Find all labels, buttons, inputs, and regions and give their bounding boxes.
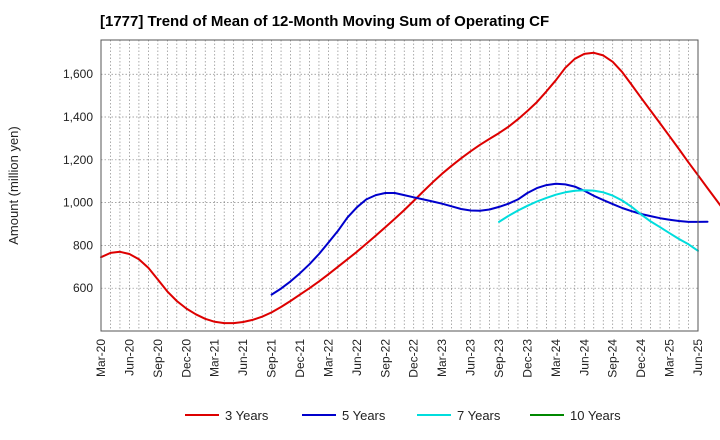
series-line-5-years <box>270 182 709 296</box>
x-tick-label: Jun-24 <box>577 339 591 376</box>
y-axis-label: Amount (million yen) <box>6 126 21 245</box>
x-tick-label: Mar-25 <box>663 339 677 377</box>
x-tick-label: Mar-20 <box>94 339 108 377</box>
legend: 3 Years 5 Years 7 Years 10 Years <box>185 408 621 423</box>
x-tick-label: Jun-22 <box>350 339 364 376</box>
plot-frame <box>100 39 699 332</box>
series-line-3-years <box>100 51 720 325</box>
legend-label: 7 Years <box>457 408 501 423</box>
x-tick-label: Dec-22 <box>407 339 421 378</box>
x-tick-label: Dec-20 <box>179 339 193 378</box>
y-tick-label: 1,600 <box>63 67 93 81</box>
x-tick-label: Dec-24 <box>634 339 648 378</box>
chart-title: [1777] Trend of Mean of 12-Month Moving … <box>100 13 549 30</box>
y-tick-label: 1,400 <box>63 110 93 124</box>
y-tick-label: 800 <box>73 238 93 252</box>
x-tick-label: Dec-23 <box>520 339 534 378</box>
x-tick-label: Mar-22 <box>321 339 335 377</box>
x-tick-label: Jun-25 <box>691 339 705 376</box>
x-tick-label: Mar-24 <box>549 339 563 377</box>
x-tick-label: Mar-23 <box>435 339 449 377</box>
y-tick-label: 1,200 <box>63 153 93 167</box>
series-lines <box>100 51 720 325</box>
series-line-7-years <box>498 189 699 252</box>
x-tick-label: Jun-23 <box>464 339 478 376</box>
x-tick-label: Sep-22 <box>378 339 392 378</box>
x-tick-label: Mar-21 <box>208 339 222 377</box>
grid-lines <box>101 40 698 331</box>
x-tick-label: Sep-20 <box>151 339 165 378</box>
x-tick-label: Jun-21 <box>236 339 250 376</box>
x-tick-label: Sep-21 <box>265 339 279 378</box>
legend-label: 10 Years <box>570 408 621 423</box>
legend-label: 5 Years <box>342 408 386 423</box>
y-tick-label: 600 <box>73 281 93 295</box>
y-axis-ticks: 600 800 1,000 1,200 1,400 1,600 <box>63 67 93 295</box>
y-tick-label: 1,000 <box>63 196 93 210</box>
x-tick-label: Jun-20 <box>122 339 136 376</box>
x-tick-label: Sep-24 <box>606 339 620 378</box>
x-tick-label: Sep-23 <box>492 339 506 378</box>
legend-label: 3 Years <box>225 408 269 423</box>
x-axis-ticks: Mar-20 Jun-20 Sep-20 Dec-20 Mar-21 Jun-21 Sep-… <box>94 339 705 378</box>
x-tick-label: Dec-21 <box>293 339 307 378</box>
